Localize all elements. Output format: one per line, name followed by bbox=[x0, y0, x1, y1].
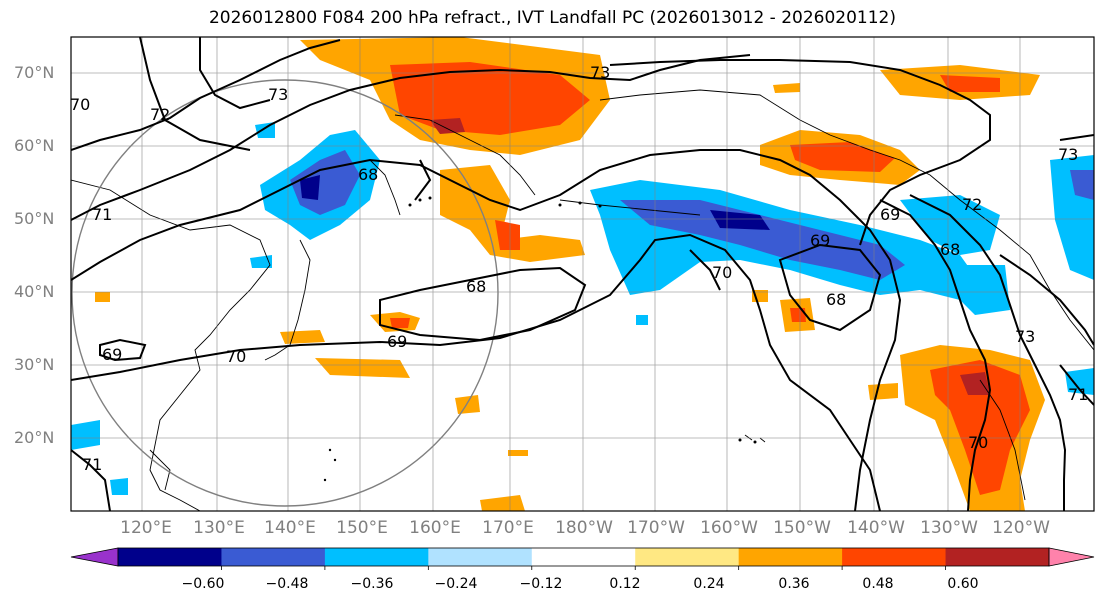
contour-label: 70 bbox=[712, 263, 732, 282]
contour-label: 70 bbox=[968, 433, 988, 452]
colorbar-tick-label: −0.36 bbox=[350, 576, 394, 592]
landfall-radius-circle bbox=[71, 79, 499, 507]
contour-label: 73 bbox=[1015, 327, 1035, 346]
lat-label: 70°N bbox=[14, 63, 55, 82]
contour-label: 73 bbox=[1058, 145, 1078, 164]
lat-label: 20°N bbox=[14, 428, 55, 447]
contour-label: 68 bbox=[940, 240, 960, 259]
lon-label: 150°E bbox=[336, 518, 388, 538]
contour-label: 68 bbox=[466, 277, 486, 296]
colorbar-segment bbox=[842, 548, 947, 566]
map-title: 2026012800 F084 200 hPa refract., IVT La… bbox=[208, 8, 896, 28]
ivt-contours bbox=[71, 37, 1094, 511]
lon-label: 180°W bbox=[555, 518, 613, 538]
lat-label: 40°N bbox=[14, 282, 55, 301]
colorbar-segment bbox=[428, 548, 533, 566]
colorbar-tick-label: −0.12 bbox=[519, 576, 563, 592]
lon-label: 130°W bbox=[920, 518, 978, 538]
contour-label: 69 bbox=[810, 231, 830, 250]
contour-label: 70 bbox=[70, 95, 90, 114]
lon-label: 140°W bbox=[847, 518, 905, 538]
contour-label: 71 bbox=[92, 205, 112, 224]
colorbar-segment bbox=[738, 548, 843, 566]
lon-label: 120°E bbox=[120, 518, 172, 538]
contour-label: 70 bbox=[226, 347, 246, 366]
contour-label: 71 bbox=[1068, 385, 1088, 404]
colorbar-tick-label: −0.24 bbox=[434, 576, 478, 592]
lat-label: 30°N bbox=[14, 355, 55, 374]
colorbar-segment bbox=[945, 548, 1050, 566]
colorbar-tick-label: −0.60 bbox=[181, 576, 225, 592]
colorbar-tick-label: 0.24 bbox=[693, 576, 725, 592]
colorbar-tick-label: 0.48 bbox=[862, 576, 894, 592]
islands bbox=[323, 196, 757, 482]
colorbar-tick-label: −0.48 bbox=[265, 576, 309, 592]
colorbar-tick-label: 0.60 bbox=[947, 576, 979, 592]
lat-label: 50°N bbox=[14, 209, 55, 228]
lat-label: 60°N bbox=[14, 136, 55, 155]
contour-label: 69 bbox=[387, 332, 407, 351]
contour-label: 69 bbox=[102, 345, 122, 364]
lon-label: 170°E bbox=[482, 518, 534, 538]
colorbar-segment bbox=[635, 548, 740, 566]
lon-label: 130°E bbox=[193, 518, 245, 538]
contour-label: 73 bbox=[268, 85, 288, 104]
colorbar-extend-max bbox=[1048, 547, 1095, 567]
colorbar-frame bbox=[117, 547, 1050, 567]
contour-labels: 73 72 70 71 68 69 68 69 70 71 69 70 68 7… bbox=[70, 63, 1088, 474]
lon-label: 120°W bbox=[992, 518, 1050, 538]
lon-label: 160°E bbox=[409, 518, 461, 538]
map-frame bbox=[70, 36, 1095, 512]
colorbar bbox=[70, 547, 1095, 570]
contour-label: 71 bbox=[82, 455, 102, 474]
coastlines bbox=[71, 89, 1094, 511]
lon-label: 170°W bbox=[627, 518, 685, 538]
contour-label: 72 bbox=[150, 105, 170, 124]
colorbar-segment bbox=[118, 548, 222, 566]
contour-label: 68 bbox=[826, 290, 846, 309]
contour-label: 68 bbox=[358, 165, 378, 184]
lon-label: 150°W bbox=[773, 518, 831, 538]
contour-label: 72 bbox=[962, 195, 982, 214]
colorbar-tick-label: 0.12 bbox=[609, 576, 641, 592]
contour-label: 73 bbox=[590, 63, 610, 82]
colorbar-extend-min bbox=[70, 547, 119, 567]
contour-label: 69 bbox=[880, 205, 900, 224]
graticule bbox=[71, 37, 1094, 511]
lon-label: 160°W bbox=[700, 518, 758, 538]
colorbar-segment bbox=[324, 548, 429, 566]
lon-label: 140°E bbox=[264, 518, 316, 538]
colorbar-tick-label: 0.36 bbox=[778, 576, 810, 592]
colorbar-segment bbox=[531, 548, 636, 566]
colorbar-segment bbox=[221, 548, 326, 566]
